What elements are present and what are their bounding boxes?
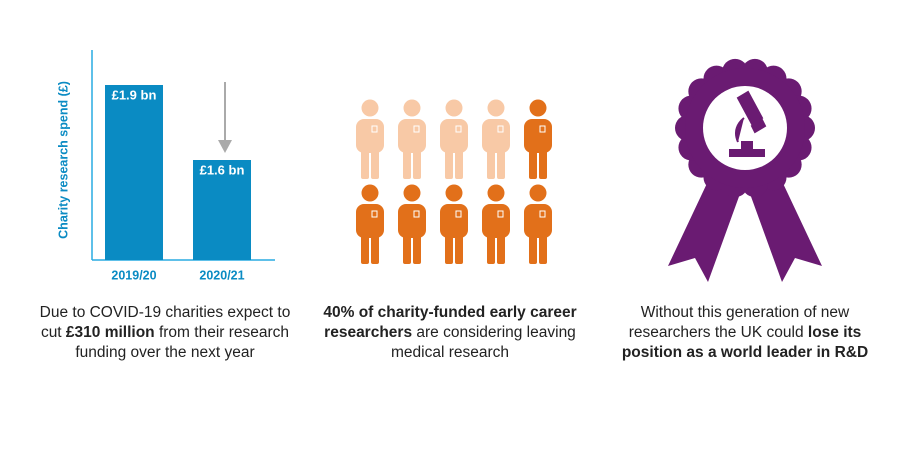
body xyxy=(524,204,552,238)
person-icon xyxy=(440,184,468,264)
bar xyxy=(193,160,251,260)
arrow-head xyxy=(218,140,232,153)
badge xyxy=(413,125,420,133)
leg xyxy=(361,232,369,264)
leg xyxy=(371,147,379,179)
person-icon xyxy=(398,99,426,179)
person-icon xyxy=(482,184,510,264)
badge xyxy=(539,125,546,133)
badge xyxy=(371,125,378,133)
person-icon xyxy=(398,184,426,264)
value-label: £1.9 bn xyxy=(112,87,157,102)
head xyxy=(403,99,421,117)
leg xyxy=(487,147,495,179)
bar xyxy=(105,85,163,260)
person-icon xyxy=(356,99,384,179)
leg xyxy=(361,147,369,179)
microscope xyxy=(729,90,767,157)
badge xyxy=(455,210,462,218)
leg xyxy=(539,232,547,264)
rosette-inner xyxy=(703,86,787,170)
y-axis-label: Charity research spend (£) xyxy=(56,81,70,239)
caption-text: from their research funding over the nex… xyxy=(75,324,290,361)
person-icon xyxy=(524,184,552,264)
body xyxy=(440,119,468,153)
head xyxy=(403,184,421,202)
body xyxy=(524,119,552,153)
leg xyxy=(497,232,505,264)
body xyxy=(482,119,510,153)
head xyxy=(487,99,505,117)
leg xyxy=(455,147,463,179)
body xyxy=(356,204,384,238)
person-icon xyxy=(524,99,552,179)
badge xyxy=(497,125,504,133)
leg xyxy=(497,147,505,179)
person-icon xyxy=(356,184,384,264)
badge xyxy=(413,210,420,218)
body xyxy=(356,119,384,153)
leg xyxy=(413,232,421,264)
body xyxy=(482,204,510,238)
leg xyxy=(539,147,547,179)
body xyxy=(398,204,426,238)
leg xyxy=(445,147,453,179)
person-icon xyxy=(440,99,468,179)
caption: 40% of charity-funded early career resea… xyxy=(315,303,585,363)
caption-text: £310 million xyxy=(65,324,155,341)
head xyxy=(445,99,463,117)
leg xyxy=(529,232,537,264)
x-tick-label: 2019/20 xyxy=(111,268,156,282)
head xyxy=(445,184,463,202)
body xyxy=(440,204,468,238)
caption-text: 40% of charity-funded early career resea… xyxy=(323,304,577,341)
x-tick-label: 2020/21 xyxy=(199,268,244,282)
head xyxy=(487,184,505,202)
leg xyxy=(413,147,421,179)
caption-text: are considering leaving medical research xyxy=(390,324,576,361)
head xyxy=(361,184,379,202)
caption: Without this generation of new researche… xyxy=(610,303,880,363)
caption-text: Without this generation of new researche… xyxy=(628,304,850,341)
badge xyxy=(455,125,462,133)
rosette xyxy=(668,58,822,282)
leg xyxy=(403,232,411,264)
caption-text: Due to COVID-19 charities expect to cut xyxy=(39,304,291,341)
caption-text: lose its position as a world leader in R… xyxy=(621,324,869,361)
caption: Due to COVID-19 charities expect to cut … xyxy=(30,303,300,363)
leg xyxy=(371,232,379,264)
leg xyxy=(445,232,453,264)
leg xyxy=(487,232,495,264)
leg xyxy=(455,232,463,264)
head xyxy=(529,99,547,117)
value-label: £1.6 bn xyxy=(200,162,245,177)
leg xyxy=(529,147,537,179)
head xyxy=(361,99,379,117)
badge xyxy=(539,210,546,218)
badge xyxy=(497,210,504,218)
leg xyxy=(403,147,411,179)
head xyxy=(529,184,547,202)
person-icon xyxy=(482,99,510,179)
body xyxy=(398,119,426,153)
badge xyxy=(371,210,378,218)
